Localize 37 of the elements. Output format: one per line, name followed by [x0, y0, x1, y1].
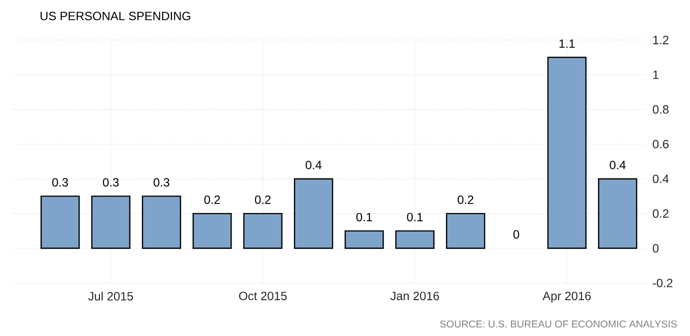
- bar: [243, 212, 282, 249]
- bar: [192, 212, 232, 249]
- data-label: 0.3: [102, 178, 119, 187]
- data-label: 0.1: [407, 212, 423, 222]
- data-label: 0.4: [306, 160, 322, 170]
- x-tick-label: Apr 2016: [542, 292, 591, 303]
- data-label: 0.4: [610, 160, 626, 170]
- bar: [598, 178, 638, 249]
- data-label: 0.1: [356, 212, 372, 222]
- y-tick-label: -0.2: [652, 278, 672, 288]
- bar: [91, 196, 130, 249]
- bar: [547, 56, 587, 249]
- chart-title: US PERSONAL SPENDING: [40, 12, 190, 20]
- y-tick-label: 0.8: [652, 105, 669, 114]
- bar: [395, 230, 435, 249]
- bar: [344, 230, 384, 249]
- y-tick-label: 0.6: [652, 140, 669, 148]
- y-tick-label: 1: [653, 70, 658, 79]
- x-tick-label: Jan 2016: [390, 292, 440, 300]
- data-label: 0.2: [458, 195, 474, 204]
- bar: [294, 178, 334, 249]
- x-tick-label: Oct 2015: [239, 292, 287, 300]
- y-tick-label: 0: [652, 244, 659, 253]
- y-tick-label: 1.2: [653, 36, 668, 44]
- data-label: 0.3: [52, 178, 68, 187]
- data-label: 0: [513, 230, 520, 239]
- source-note: SOURCE: U.S. BUREAU OF ECONOMIC ANALYSIS: [440, 320, 677, 328]
- y-tick-label: 0.4: [652, 174, 669, 184]
- data-label: 1.1: [560, 39, 575, 48]
- bar: [446, 212, 486, 249]
- x-tick-label: Jul 2015: [88, 292, 133, 301]
- y-tick-label: 0.2: [652, 209, 668, 218]
- bar: [40, 196, 80, 249]
- data-label: 0.2: [254, 195, 271, 204]
- data-label: 0.3: [154, 178, 170, 187]
- bar: [142, 196, 182, 249]
- data-label: 0.2: [204, 195, 220, 204]
